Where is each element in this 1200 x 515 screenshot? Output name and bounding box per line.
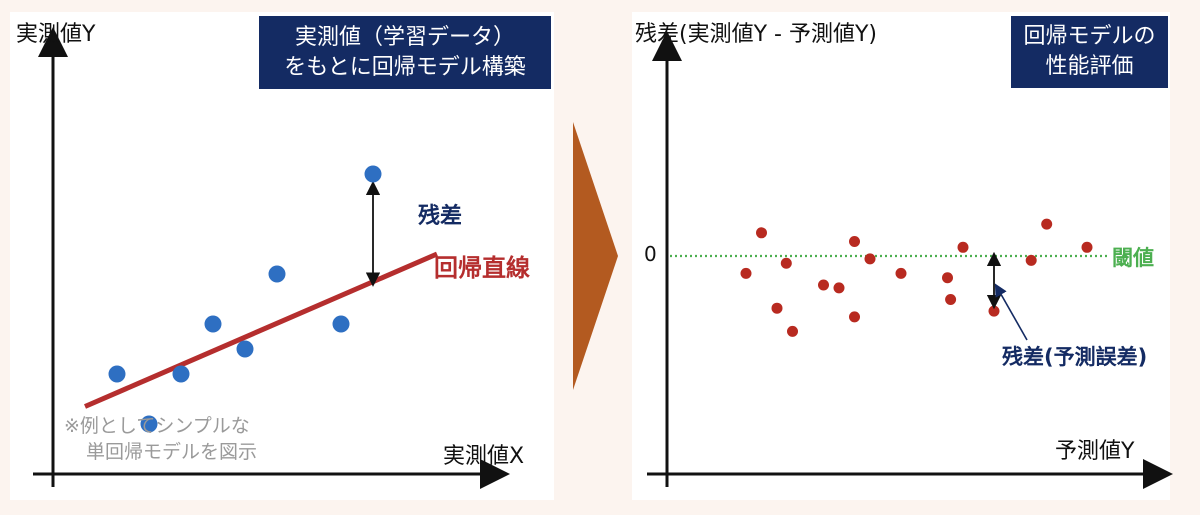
residual-point [740,267,752,279]
residual-point [895,267,907,279]
residual-point [1041,218,1053,230]
residual-point [945,294,957,305]
residual-point [1081,241,1093,253]
data-point [204,315,222,333]
residual-point [756,227,767,239]
right-title-line1: 回帰モデルの [1023,24,1156,49]
residual-point [942,272,953,284]
right-title-line2: 性能評価 [1045,54,1134,79]
left-y-axis-label: 実測値Y [16,22,96,47]
data-point [364,165,382,183]
residual-point [849,236,860,247]
residual-point [833,282,845,294]
left-x-axis-label: 実測値X [443,444,525,469]
residual-point [957,241,969,253]
left-title-box: 実測値（学習データ） をもとに回帰モデル構築 [259,16,551,89]
residual-point [818,279,829,291]
data-point [236,340,254,358]
residual-point [780,257,792,269]
residual-point [988,305,1000,317]
left-title-line2: をもとに回帰モデル構築 [284,54,526,80]
data-point [108,365,126,383]
residual-point [1025,254,1037,266]
data-point [332,315,350,333]
residual-point [864,253,876,265]
right-x-axis-label: 予測値Y [1055,439,1135,464]
example-note-line2: 単回帰モデルを図示 [86,441,258,463]
regression-line-label: 回帰直線 [434,254,530,282]
data-point [140,415,158,433]
residual-point [849,311,860,323]
right-title-box: 回帰モデルの 性能評価 [1011,16,1168,88]
data-point [268,265,286,283]
left-residual-label: 残差 [418,204,463,229]
residual-point [771,302,783,314]
zero-tick-label: 0 [644,242,657,266]
example-note-line1: ※例としてシンプルな [64,415,250,437]
left-title-line1: 実測値（学習データ） [294,24,515,50]
residual-pointer-line [994,283,1028,341]
left-panel [10,12,554,500]
threshold-label: 閾値 [1112,246,1154,270]
data-point [172,365,190,383]
prediction-error-label: 残差(予測誤差) [1002,345,1148,369]
right-y-axis-label: 残差(実測値Y - 予測値Y) [635,22,877,47]
residual-point [787,325,798,337]
